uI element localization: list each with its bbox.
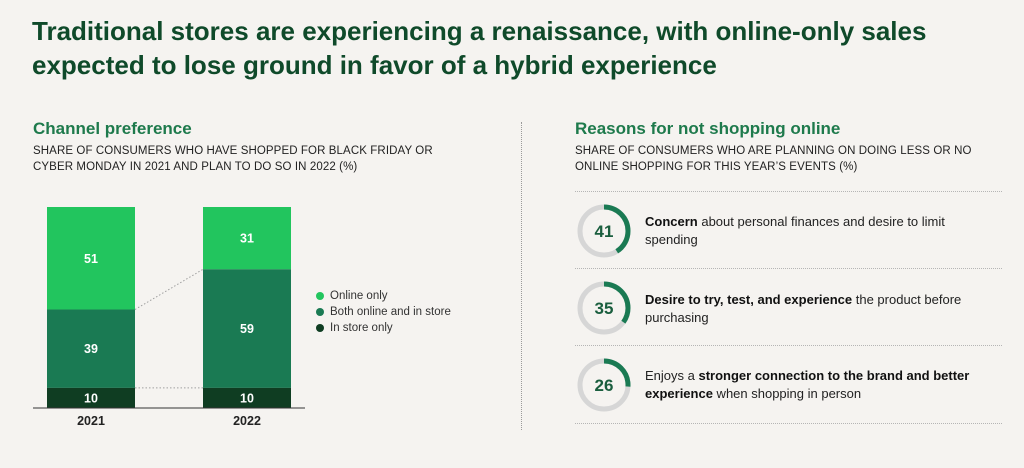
reason-divider (575, 191, 1002, 192)
legend-swatch (316, 292, 324, 300)
legend-label: Online only (330, 290, 388, 302)
data-label: 10 (240, 391, 254, 405)
legend-swatch (316, 324, 324, 332)
reason-emphasis: Concern (645, 214, 698, 229)
reason-plain: the product before purchasing (645, 292, 962, 325)
bar-segment (203, 387, 291, 408)
reasons-title: Reasons for not shopping online (575, 119, 841, 138)
legend-label: Both online and in store (330, 306, 451, 318)
ring-value: 41 (595, 222, 614, 241)
reason-emphasis: Desire to try, test, and experience (645, 292, 853, 307)
reason-text: Desire to try, test, and experience the … (645, 291, 985, 327)
reason-text: Enjoys a stronger connection to the bran… (645, 367, 985, 403)
legend-swatch (316, 308, 324, 316)
chart-legend: Online only Both online and in store In st… (316, 288, 451, 336)
bar-segment (203, 207, 291, 270)
percentage-ring: 41 (577, 204, 631, 258)
reason-plain: Enjoys a (645, 368, 699, 383)
legend-item: Both online and in store (316, 304, 451, 320)
legend-item: Online only (316, 288, 451, 304)
reason-emphasis: stronger connection to the brand and bet… (645, 368, 970, 401)
bar-segment (203, 269, 291, 388)
data-label: 39 (84, 342, 98, 356)
bar-segment (47, 387, 135, 408)
bar-segment (47, 207, 135, 310)
ring-value: 35 (595, 299, 614, 318)
ring-fill (577, 358, 631, 412)
connector-line (134, 268, 204, 310)
reason-text: Concern about personal finances and desi… (645, 213, 985, 249)
percentage-ring: 35 (577, 281, 631, 335)
reason-divider (575, 345, 1002, 346)
channel-preference-subtitle: Share of consumers who have shopped for … (33, 145, 433, 173)
ring-fill (577, 204, 631, 258)
reason-plain: when shopping in person (712, 386, 862, 401)
data-label: 59 (240, 322, 254, 336)
ring-value: 26 (595, 376, 614, 395)
x-tick-label: 2022 (233, 414, 261, 428)
legend-label: In store only (330, 322, 393, 334)
reason-divider (575, 423, 1002, 424)
reason-divider (575, 268, 1002, 269)
legend-item: In store only (316, 320, 451, 336)
reasons-subtitle: Share of consumers who are planning on d… (575, 145, 972, 173)
reason-plain: about personal finances and desire to li… (645, 214, 945, 247)
page-title: Traditional stores are experiencing a re… (32, 16, 927, 80)
percentage-ring: 26 (577, 358, 631, 412)
data-label: 51 (84, 252, 98, 266)
x-tick-label: 2021 (77, 414, 105, 428)
section-divider (521, 122, 522, 430)
channel-preference-title: Channel preference (33, 119, 192, 138)
ring-fill (577, 281, 631, 335)
data-label: 31 (240, 232, 254, 246)
channel-preference-chart: 51 39 10 2021 31 59 10 2022 (33, 207, 305, 428)
bar-segment (47, 309, 135, 388)
data-label: 10 (84, 391, 98, 405)
